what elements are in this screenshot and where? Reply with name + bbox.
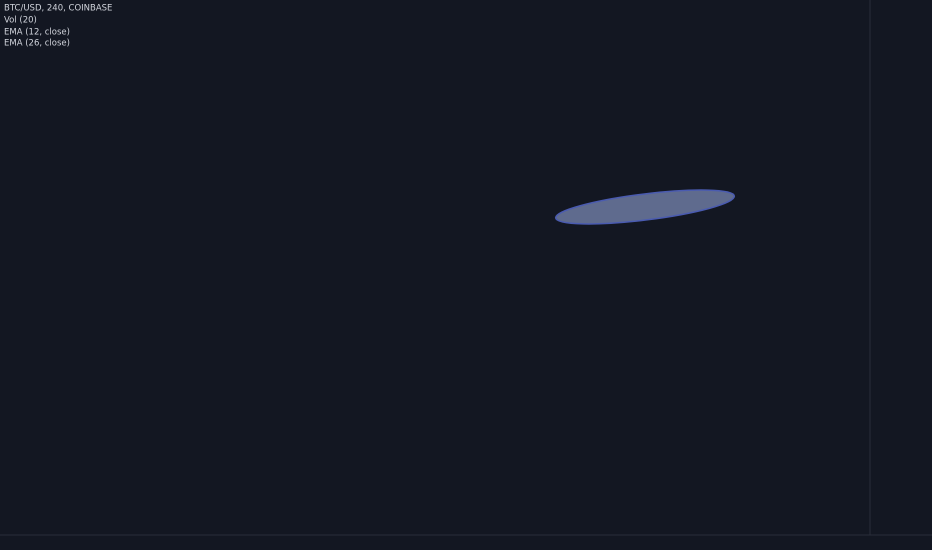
- ema-legend: EMA (26, close): [4, 39, 70, 49]
- ema-legend: EMA (12, close): [4, 28, 70, 38]
- chart-title: BTC/USD, 240, COINBASE: [4, 4, 112, 14]
- volume-legend: Vol (20): [4, 16, 37, 26]
- highlight-ellipse: [554, 189, 736, 225]
